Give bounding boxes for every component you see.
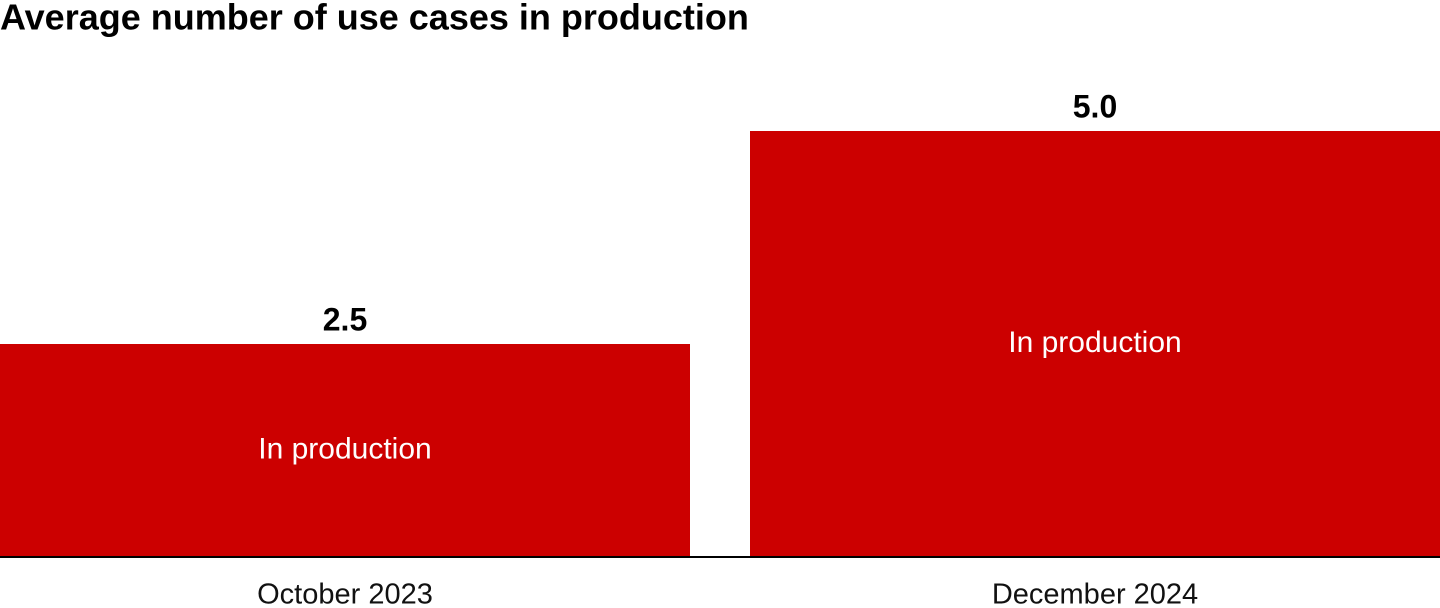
series-label: In production (1008, 326, 1181, 359)
chart-title: Average number of use cases in productio… (0, 0, 749, 38)
value-label: 5.0 (1073, 88, 1117, 124)
series-label: In production (258, 432, 431, 465)
bar (0, 344, 690, 557)
x-tick-label: December 2024 (992, 579, 1198, 608)
x-tick-label: October 2023 (257, 579, 433, 608)
bar (750, 131, 1440, 557)
value-label: 2.5 (323, 301, 367, 337)
